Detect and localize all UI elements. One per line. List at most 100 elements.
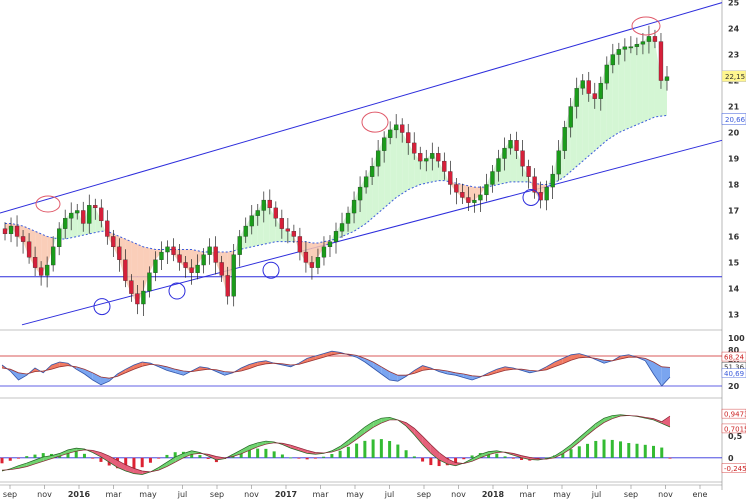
- oscillator-axis-tick: 80: [728, 346, 740, 355]
- candle-body: [514, 140, 519, 151]
- x-axis-tick: mar: [106, 490, 123, 499]
- candle-body: [129, 280, 134, 294]
- oscillator-fill: [389, 371, 398, 382]
- candle-body: [550, 173, 555, 188]
- x-axis-tick: mar: [520, 490, 537, 499]
- oscillator-fill: [414, 365, 423, 374]
- candle-body: [117, 246, 122, 260]
- resistance-touch-ellipse: [361, 111, 389, 133]
- candle-body: [201, 254, 206, 266]
- macd-histogram-bar: [313, 457, 317, 459]
- oscillator-fill: [661, 366, 670, 386]
- ma-fill-band: [624, 46, 631, 130]
- candle-body: [195, 264, 200, 273]
- macd-histogram-bar: [289, 457, 293, 459]
- ma-fill-band: [77, 210, 84, 237]
- candle-body: [285, 228, 291, 232]
- macd-histogram-bar: [520, 457, 524, 460]
- candle-body: [526, 166, 531, 177]
- ma-fill-band: [474, 187, 481, 201]
- x-axis-tick: may: [346, 490, 364, 499]
- candle-body: [111, 236, 116, 248]
- macd-histogram-bar: [132, 457, 136, 469]
- candle-body: [249, 215, 254, 227]
- support-touch-circle: [93, 298, 111, 316]
- macd-histogram-bar: [470, 455, 474, 458]
- candle-body: [279, 218, 284, 229]
- macd-signal-fill: [414, 428, 423, 445]
- ma-fill-band: [636, 41, 643, 125]
- price-axis-tick: 25: [728, 0, 740, 8]
- ma-fill-band: [149, 248, 156, 273]
- macd-histogram-bar: [569, 449, 573, 458]
- candle-body: [508, 140, 513, 149]
- macd-histogram-bar: [363, 440, 367, 458]
- oscillator-fill: [125, 365, 134, 373]
- ma-fill-band: [630, 44, 637, 128]
- price-axis-tick: 21: [728, 103, 740, 112]
- candle-body: [237, 236, 242, 255]
- candle-body: [448, 171, 453, 185]
- candle-body: [442, 160, 447, 172]
- ma-fill-band: [612, 49, 619, 137]
- macd-histogram-bar: [503, 456, 507, 458]
- macd-signal-fill: [406, 422, 415, 435]
- price-axis-tick: 17: [728, 206, 739, 215]
- macd-signal-fill: [241, 445, 250, 454]
- ma-price-value: 20,66: [725, 116, 746, 124]
- candle-body: [406, 132, 411, 144]
- macd-signal-fill: [109, 456, 118, 468]
- oscillator-axis-tick: 20: [728, 382, 740, 391]
- macd-signal-fill: [562, 444, 572, 454]
- ma-fill-band: [390, 124, 397, 203]
- candle-body: [436, 153, 441, 162]
- macd-signal-fill: [183, 450, 192, 458]
- oscillator-fill: [373, 362, 382, 374]
- candle-body: [231, 254, 236, 297]
- upper-channel-line: [0, 2, 723, 214]
- oscillator-value-tag: [721, 351, 746, 362]
- candle-body: [490, 171, 495, 185]
- x-axis-tick: sep: [210, 490, 224, 499]
- candle-body: [189, 267, 194, 273]
- macd-signal-fill: [422, 436, 431, 454]
- candle-body: [430, 153, 435, 159]
- macd-value: 0,7015: [724, 425, 746, 433]
- oscillator-fill: [315, 353, 324, 360]
- macd-signal-fill: [43, 455, 52, 462]
- macd-signal-fill: [348, 433, 357, 446]
- candle-body: [8, 225, 14, 235]
- macd-histogram-bar: [421, 457, 425, 462]
- macd-histogram-bar: [462, 457, 466, 460]
- macd-signal-fill: [175, 453, 184, 463]
- macd-signal-fill: [373, 418, 382, 428]
- macd-signal-fill: [430, 444, 440, 460]
- oscillator-fill: [117, 369, 126, 377]
- x-axis-tick: sep: [3, 490, 17, 499]
- candle-body: [568, 106, 573, 128]
- resistance-touch-ellipse: [631, 16, 661, 36]
- oscillator-fill: [562, 354, 572, 364]
- macd-signal-fill: [579, 430, 588, 442]
- candle-body: [640, 41, 646, 45]
- x-axis-tick: 2016: [68, 490, 91, 499]
- candle-body: [646, 36, 652, 42]
- oscillator-fill: [571, 353, 580, 361]
- oscillator-fill: [51, 362, 60, 370]
- candle-body: [400, 124, 405, 133]
- macd-signal-fill: [133, 468, 143, 475]
- candle-body: [418, 153, 423, 162]
- macd-histogram-bar: [25, 456, 29, 458]
- macd-axis-tick: 0: [728, 454, 734, 463]
- candle-body: [327, 241, 333, 248]
- macd-signal-fill: [447, 458, 456, 466]
- macd-signal-fill: [26, 460, 35, 467]
- ma-fill-band: [588, 93, 595, 156]
- candle-body: [321, 246, 327, 258]
- macd-histogram-bar: [264, 448, 268, 458]
- macd-histogram-bar: [280, 454, 284, 458]
- macd-signal-fill: [249, 442, 258, 451]
- candle-body: [183, 262, 188, 268]
- oscillator-fill: [653, 362, 662, 386]
- candle-body: [261, 199, 266, 211]
